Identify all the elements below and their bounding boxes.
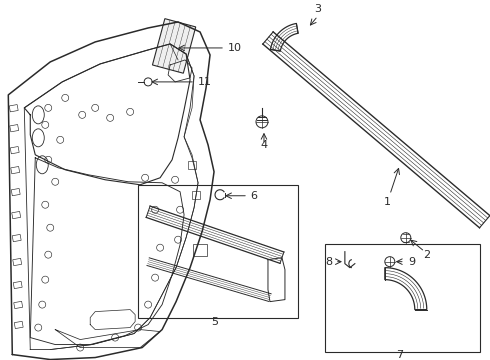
Text: 9: 9: [408, 257, 415, 267]
Text: 4: 4: [260, 140, 268, 150]
Bar: [188, 161, 196, 169]
Polygon shape: [152, 19, 196, 73]
Bar: [13, 282, 22, 289]
Text: 10: 10: [228, 43, 242, 53]
Text: 2: 2: [423, 250, 430, 260]
Bar: [12, 211, 21, 219]
Text: 6: 6: [250, 191, 257, 201]
Text: 7: 7: [396, 350, 403, 360]
Bar: [11, 166, 20, 174]
Bar: [9, 104, 18, 112]
Bar: [325, 244, 480, 352]
Bar: [14, 301, 23, 309]
Text: 1: 1: [384, 197, 392, 207]
Bar: [12, 234, 21, 242]
Bar: [14, 321, 23, 329]
Bar: [192, 191, 200, 199]
Bar: [138, 185, 298, 318]
Text: 11: 11: [198, 77, 212, 87]
Bar: [11, 189, 20, 196]
Bar: [193, 244, 207, 256]
Bar: [10, 147, 19, 154]
Text: 5: 5: [212, 316, 219, 327]
Bar: [13, 258, 22, 266]
Text: 3: 3: [315, 4, 321, 14]
Bar: [10, 125, 19, 132]
Text: 8: 8: [325, 257, 332, 267]
